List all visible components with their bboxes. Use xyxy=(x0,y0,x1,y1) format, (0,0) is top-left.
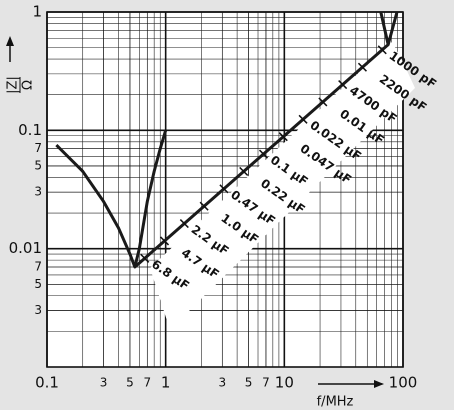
x-axis-label: f/MHz xyxy=(317,395,354,410)
label-band xyxy=(150,42,415,330)
diagonal-tick xyxy=(258,149,269,159)
y-tick-label: 0.01 xyxy=(9,239,42,257)
diagonal-tick xyxy=(199,201,209,211)
y-tick-label: 5 xyxy=(34,158,42,172)
curve xyxy=(55,129,168,269)
diagonal-tick xyxy=(239,166,249,176)
x-tick-label: 0.1 xyxy=(35,374,59,392)
curve xyxy=(379,11,399,47)
diagonal-tick xyxy=(298,114,308,124)
x-tick-label: 3 xyxy=(100,376,108,390)
x-tick-label: 100 xyxy=(389,374,418,392)
diagonal-tick xyxy=(377,45,387,55)
x-tick-label: 3 xyxy=(218,376,226,390)
diagonal-tick xyxy=(357,62,367,72)
x-arrowhead xyxy=(374,380,384,388)
diagonal-tick xyxy=(318,97,328,107)
y-tick-label: 1 xyxy=(32,3,42,21)
x-tick-label: 5 xyxy=(245,376,253,390)
diagonal-tick xyxy=(338,80,348,90)
x-tick-label: 7 xyxy=(143,376,151,390)
y-arrowhead xyxy=(6,36,14,46)
y-tick-label: 5 xyxy=(34,277,42,291)
x-tick-label: 7 xyxy=(262,376,270,390)
plot-frame xyxy=(46,11,404,368)
y-label-den: Ω xyxy=(21,80,36,90)
y-tick-label: 3 xyxy=(34,185,42,199)
y-axis-label: |Z| Ω xyxy=(6,76,36,94)
diagonal-tick xyxy=(278,132,288,142)
curve xyxy=(133,43,390,269)
y-tick-label: 0.1 xyxy=(18,121,42,139)
diagonal-tick xyxy=(219,184,229,194)
y-tick-label: 7 xyxy=(34,141,42,155)
x-tick-label: 1 xyxy=(161,374,171,392)
diagonal-tick xyxy=(179,219,189,229)
diagonal-tick xyxy=(160,236,170,246)
x-tick-label: 5 xyxy=(126,376,134,390)
y-label-num: |Z| xyxy=(6,76,21,94)
diagonal-tick xyxy=(140,253,150,263)
y-tick-label: 3 xyxy=(34,303,42,317)
x-tick-label: 10 xyxy=(275,374,294,392)
y-tick-label: 7 xyxy=(34,259,42,273)
